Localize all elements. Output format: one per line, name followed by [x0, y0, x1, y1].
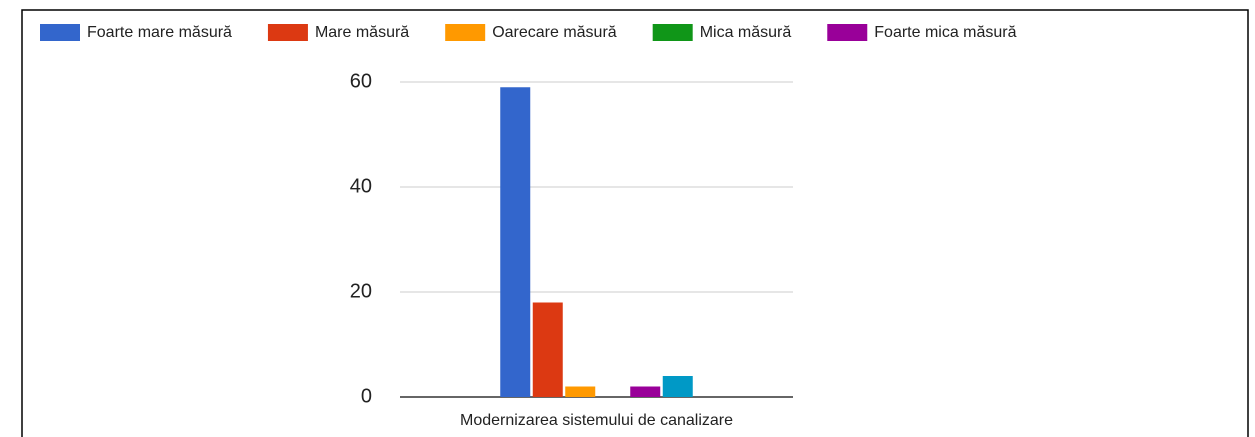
y-tick-label: 20	[350, 280, 372, 302]
legend-swatch	[40, 24, 80, 41]
bar	[630, 386, 661, 397]
legend-label: Foarte mica măsură	[874, 24, 1016, 41]
frame	[21, 9, 1249, 437]
x-tick-label: Modernizarea sistemului de canalizare	[460, 412, 733, 429]
bar	[565, 386, 596, 397]
y-tick-label: 60	[350, 70, 372, 92]
legend-label: Oarecare măsură	[492, 24, 617, 41]
bar	[662, 376, 693, 397]
legend-label: Mica măsură	[700, 24, 792, 41]
bar	[532, 302, 563, 397]
legend-swatch	[652, 24, 693, 41]
y-tick-label: 40	[350, 175, 372, 197]
legend-label: Mare măsură	[315, 24, 409, 41]
legend-label: Foarte mare măsură	[87, 24, 232, 41]
legend-swatch	[267, 24, 308, 41]
legend-swatch	[445, 24, 486, 41]
legend-swatch	[827, 24, 868, 41]
bar	[500, 87, 531, 397]
y-tick-label: 0	[361, 385, 372, 407]
